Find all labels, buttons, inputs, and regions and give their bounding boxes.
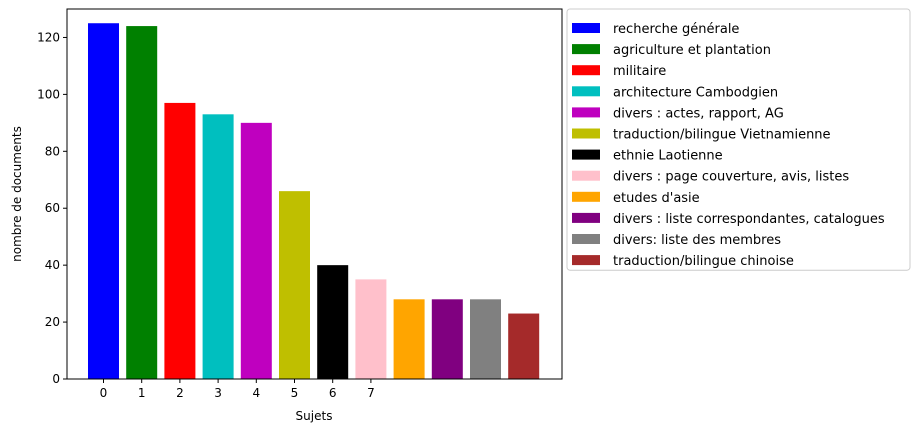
- legend-label: agriculture et plantation: [613, 43, 771, 58]
- legend-swatch: [572, 191, 600, 202]
- bar: [393, 299, 425, 379]
- bar: [202, 114, 234, 379]
- legend-swatch: [572, 44, 600, 55]
- x-tick-label: 3: [214, 386, 222, 400]
- legend-swatch: [572, 128, 600, 139]
- y-tick-label: 40: [45, 258, 60, 272]
- legend-label: divers : liste correspondantes, catalogu…: [613, 212, 885, 227]
- legend-swatch: [572, 234, 600, 244]
- x-tick-label: 6: [329, 386, 337, 400]
- legend-label: divers: liste des membres: [613, 233, 781, 248]
- legend-label: traduction/bilingue Vietnamienne: [613, 128, 831, 143]
- bar: [88, 23, 119, 379]
- legend-swatch: [572, 107, 600, 118]
- x-tick-label: 2: [176, 386, 184, 400]
- axes-frame: [66, 8, 563, 380]
- bar: [317, 265, 349, 379]
- y-tick-label: 60: [45, 201, 60, 215]
- axes: 0 20 40 60 80 100 120 0 1 2 3 4 5 6 7: [37, 8, 563, 400]
- y-tick-label: 20: [45, 315, 60, 329]
- x-tick-label: 0: [100, 386, 108, 400]
- legend-label: ethnie Laotienne: [613, 149, 723, 164]
- y-tick-label: 80: [45, 144, 60, 158]
- x-tick-label: 1: [138, 386, 146, 400]
- plot-area: [88, 23, 540, 380]
- legend-swatch: [572, 255, 600, 266]
- bar: [164, 102, 196, 380]
- legend-label: traduction/bilingue chinoise: [613, 254, 794, 269]
- legend-swatch: [572, 23, 600, 33]
- legend-swatch: [572, 65, 600, 76]
- x-axis-label: Sujets: [296, 409, 333, 423]
- bar: [508, 313, 540, 379]
- y-tick-label: 120: [37, 30, 60, 44]
- bar: [126, 26, 158, 380]
- legend-label: recherche générale: [613, 22, 739, 37]
- bar: [355, 279, 387, 379]
- legend-label: etudes d'asie: [613, 191, 700, 206]
- legend-swatch: [572, 170, 600, 181]
- bar: [431, 299, 463, 379]
- y-axis-label: nombre de documents: [10, 126, 24, 262]
- x-tick-label: 4: [252, 386, 260, 400]
- legend-label: militaire: [613, 64, 666, 79]
- legend-box: [566, 8, 911, 271]
- bar: [240, 122, 272, 379]
- x-tick-label: 7: [367, 386, 375, 400]
- x-tick-label: 5: [291, 386, 299, 400]
- legend-label: architecture Cambodgien: [613, 85, 778, 100]
- bar: [279, 191, 310, 379]
- bar: [470, 299, 501, 379]
- y-tick-label: 0: [52, 372, 60, 386]
- y-tick-label: 100: [37, 87, 60, 101]
- legend-label: divers : page couverture, avis, listes: [613, 170, 849, 185]
- legend-swatch: [572, 149, 600, 160]
- legend-label: divers : actes, rapport, AG: [613, 106, 784, 121]
- legend: recherche générale agriculture et plantat…: [566, 8, 911, 271]
- legend-swatch: [572, 86, 600, 97]
- legend-swatch: [572, 212, 600, 223]
